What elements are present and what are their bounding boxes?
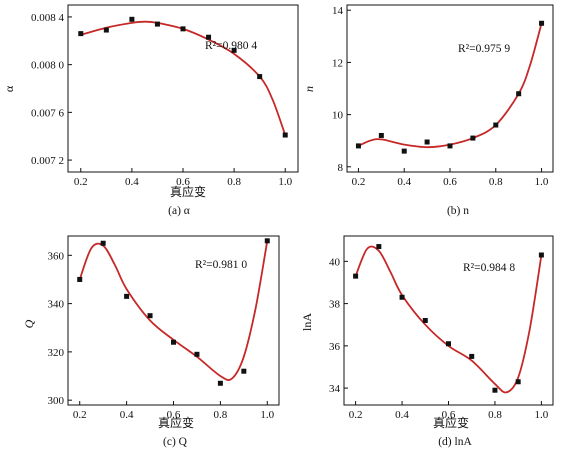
panel-3-data-point bbox=[147, 313, 153, 319]
panel-4-data-point bbox=[399, 294, 405, 300]
panel-4-x-tick-label: 0.6 bbox=[442, 409, 456, 421]
panel-2-x-tick-label: 0.4 bbox=[397, 176, 411, 188]
panel-1-x-tick-label: 0.8 bbox=[227, 176, 241, 188]
panel-3-x-tick-label: 0.8 bbox=[214, 409, 228, 421]
panel-1-x-label: 真应变 bbox=[170, 184, 206, 199]
panel-1-fit-curve bbox=[80, 20, 287, 136]
panel-2-y-tick-label: 14 bbox=[332, 5, 344, 17]
panel-2-data-point bbox=[378, 132, 384, 138]
panel-3-data-point bbox=[124, 293, 130, 299]
panel-2-x-tick-label: 0.2 bbox=[352, 176, 366, 188]
panel-4-x-label: 真应变 bbox=[433, 415, 469, 430]
panel-2-y-label: n bbox=[302, 86, 316, 92]
panel-3-x-label: 真应变 bbox=[158, 415, 194, 430]
panel-4-r2-annotation: R²=0.984 8 bbox=[463, 262, 515, 274]
panel-3-y-tick-label: 320 bbox=[48, 347, 65, 359]
panel-1-y-tick-label: 0.008 0 bbox=[31, 60, 65, 72]
panel-1-r2-annotation: R²=0.980 4 bbox=[205, 40, 257, 52]
panel-3-y-label: Q bbox=[22, 319, 36, 328]
panel-1-caption: (a) α bbox=[168, 205, 190, 217]
panel-4-y-tick-label: 34 bbox=[329, 383, 341, 395]
panel-1-data-point bbox=[257, 74, 263, 80]
panel-1-data-point bbox=[154, 21, 160, 27]
panel-2-r2-annotation: R²=0.975 9 bbox=[458, 43, 510, 55]
panel-2-data-point bbox=[424, 139, 430, 145]
panel-4-x-tick-label: 0.4 bbox=[395, 409, 409, 421]
panel-2-x-tick-label: 1.0 bbox=[535, 176, 549, 188]
panel-2-fit-curve bbox=[358, 23, 543, 149]
panel-2-data-point bbox=[539, 20, 545, 26]
panel-2-data-point bbox=[447, 143, 453, 149]
panel-3-data-point bbox=[264, 238, 270, 244]
panel-4-data-point bbox=[353, 273, 359, 279]
panel-1-x-tick-label: 0.4 bbox=[125, 176, 139, 188]
panel-4-axes-frame bbox=[343, 235, 554, 406]
panel-4-y-tick-label: 40 bbox=[329, 256, 341, 268]
panel-2-x-tick-label: 0.8 bbox=[489, 176, 503, 188]
panel-3-y-tick-label: 300 bbox=[48, 395, 65, 407]
panel-1-data-point bbox=[180, 26, 186, 32]
panel-1-data-point bbox=[206, 34, 212, 40]
panel-4-data-point bbox=[376, 244, 382, 250]
panel-4-x-tick-label: 1.0 bbox=[535, 409, 549, 421]
panel-3-x-tick-label: 0.4 bbox=[120, 409, 134, 421]
panel-4-data-point bbox=[469, 353, 475, 359]
panel-2-y-tick-label: 12 bbox=[332, 57, 343, 69]
panel-2-y-tick-label: 8 bbox=[338, 162, 344, 174]
panel-2-y-tick-label: 10 bbox=[332, 110, 344, 122]
panel-2-data-point bbox=[355, 143, 361, 149]
panel-3-y-tick-label: 340 bbox=[48, 299, 65, 311]
panel-4-data-point bbox=[446, 341, 451, 347]
panel-3-x-tick-label: 0.6 bbox=[167, 409, 181, 421]
panel-2-data-point bbox=[470, 135, 476, 141]
panel-2-data-point bbox=[401, 148, 407, 154]
panel-1-data-point bbox=[103, 27, 109, 33]
panel-3-y-tick-label: 360 bbox=[48, 250, 65, 262]
panel-1-y-tick-label: 0.008 4 bbox=[31, 12, 65, 24]
panel-3-x-tick-label: 1.0 bbox=[260, 409, 274, 421]
panel-2-data-point bbox=[516, 91, 522, 97]
panel-2-caption: (b) n bbox=[447, 205, 469, 217]
panel-3-caption: (c) Q bbox=[163, 436, 188, 448]
panel-3-x-tick-label: 0.2 bbox=[73, 409, 87, 421]
panel-4-data-point bbox=[492, 387, 498, 393]
panel-3-axes-frame bbox=[67, 235, 280, 406]
panel-2-data-point bbox=[493, 122, 499, 128]
panel-3-data-point bbox=[241, 368, 247, 374]
panel-1-data-point bbox=[78, 31, 84, 37]
panel-4-data-point bbox=[538, 252, 544, 258]
panel-3-data-point bbox=[194, 351, 200, 357]
panel-3-data-point bbox=[77, 276, 83, 282]
panel-1-x-tick-label: 0.6 bbox=[176, 176, 190, 188]
panel-3-data-point bbox=[217, 380, 223, 386]
panel-4-x-tick-label: 0.8 bbox=[488, 409, 502, 421]
panel-1-y-tick-label: 0.007 2 bbox=[31, 155, 64, 167]
panel-1-x-tick-label: 1.0 bbox=[278, 176, 292, 188]
panel-4-y-label: lnA bbox=[300, 313, 314, 331]
panel-4-data-point bbox=[515, 379, 521, 385]
panel-4-x-tick-label: 0.2 bbox=[349, 409, 363, 421]
panel-1-data-point bbox=[231, 47, 237, 53]
panel-4-data-point bbox=[422, 318, 428, 323]
panel-3-data-point bbox=[171, 339, 176, 345]
panel-1-data-point bbox=[282, 132, 288, 138]
panel-4-caption: (d) lnA bbox=[438, 436, 472, 448]
panel-1-data-point bbox=[129, 16, 135, 22]
panel-1-x-tick-label: 0.2 bbox=[74, 176, 88, 188]
panel-1-y-tick-label: 0.007 6 bbox=[31, 107, 65, 119]
panel-3-data-point bbox=[100, 240, 106, 246]
panel-1-y-label: α bbox=[2, 85, 16, 92]
panel-3-r2-annotation: R²=0.981 0 bbox=[195, 259, 247, 271]
panel-2-x-tick-label: 0.6 bbox=[443, 176, 457, 188]
panel-4-y-tick-label: 38 bbox=[329, 299, 341, 311]
panel-4-y-tick-label: 36 bbox=[329, 341, 341, 353]
